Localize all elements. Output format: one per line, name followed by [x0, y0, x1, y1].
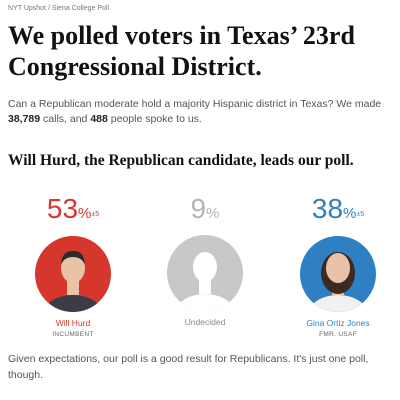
percent-value: 38	[311, 193, 344, 224]
candidate-role: INCUMBENT	[52, 331, 94, 338]
candidate-role: FMR. USAF	[319, 331, 357, 338]
silhouette	[175, 252, 235, 311]
intro-text: calls, and	[40, 113, 91, 125]
percentage: 38%±5	[273, 192, 400, 232]
margin-of-error: ±5	[91, 211, 100, 218]
silhouette	[43, 250, 103, 312]
head	[193, 252, 217, 282]
candidate-name: Will Hurd	[55, 318, 91, 328]
subhead: Will Hurd, the Republican candidate, lea…	[8, 152, 354, 169]
percent-value: 53	[46, 193, 79, 224]
body	[43, 295, 103, 312]
kicker: NYT Upshot / Siena College Poll	[8, 5, 110, 12]
percent-sign: %	[78, 205, 92, 222]
candidate-photo	[300, 236, 376, 312]
people-count: 488	[90, 113, 108, 125]
candidate-name: Gina Ortiz Jones	[306, 318, 370, 328]
candidate-photo	[35, 236, 111, 312]
head	[61, 253, 85, 283]
body	[175, 294, 235, 311]
body	[308, 295, 368, 312]
percentage: 9%	[140, 192, 270, 231]
intro: Can a Republican moderate hold a majorit…	[8, 97, 393, 127]
percent-sign: %	[343, 205, 357, 222]
footer: Given expectations, our poll is a good r…	[8, 353, 369, 381]
calls-count: 38,789	[8, 113, 41, 125]
candidate: 53%±5 Will Hurd INCUMBENT	[8, 192, 138, 338]
candidate-photo	[167, 235, 243, 311]
margin-of-error: ±5	[356, 211, 365, 218]
candidate-name: Undecided	[184, 317, 226, 327]
percent-sign: %	[206, 205, 220, 222]
intro-text: Can a Republican moderate hold a majorit…	[8, 98, 382, 110]
neck	[199, 278, 211, 294]
neck	[67, 279, 79, 295]
head	[326, 253, 350, 283]
intro-text: people spoke to us.	[107, 113, 202, 125]
hair	[61, 250, 85, 265]
percent-value: 9	[190, 193, 207, 224]
percentage: 53%±5	[8, 192, 138, 232]
candidate: 38%±5 Gina Ortiz Jones FMR. USAF	[273, 192, 400, 338]
headline: We polled voters in Texas’ 23rd Congress…	[8, 21, 355, 81]
candidate: 9% Undecided	[140, 192, 270, 327]
silhouette	[308, 252, 368, 312]
